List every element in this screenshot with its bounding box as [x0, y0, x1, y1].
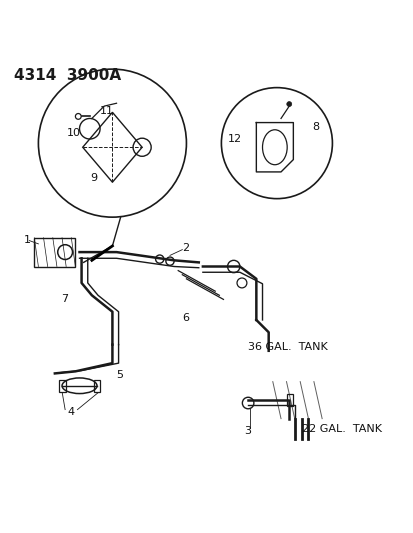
Text: 10: 10: [67, 128, 81, 138]
Text: 8: 8: [311, 122, 318, 132]
Text: 22 GAL.  TANK: 22 GAL. TANK: [301, 424, 381, 434]
Bar: [59, 379, 65, 392]
Bar: [286, 394, 293, 406]
Text: 2: 2: [182, 243, 189, 253]
Text: 7: 7: [61, 294, 68, 304]
Text: 4314  3900A: 4314 3900A: [14, 68, 121, 83]
Text: 9: 9: [90, 173, 97, 183]
Text: 3: 3: [244, 426, 251, 436]
Text: 36 GAL.  TANK: 36 GAL. TANK: [247, 342, 327, 352]
Text: 12: 12: [227, 134, 241, 144]
Circle shape: [286, 102, 291, 107]
Text: 1: 1: [24, 235, 31, 245]
Text: 6: 6: [182, 313, 189, 323]
Text: 4: 4: [68, 408, 75, 417]
Text: 11: 11: [100, 107, 114, 117]
Bar: [93, 379, 100, 392]
Text: 5: 5: [116, 370, 123, 381]
